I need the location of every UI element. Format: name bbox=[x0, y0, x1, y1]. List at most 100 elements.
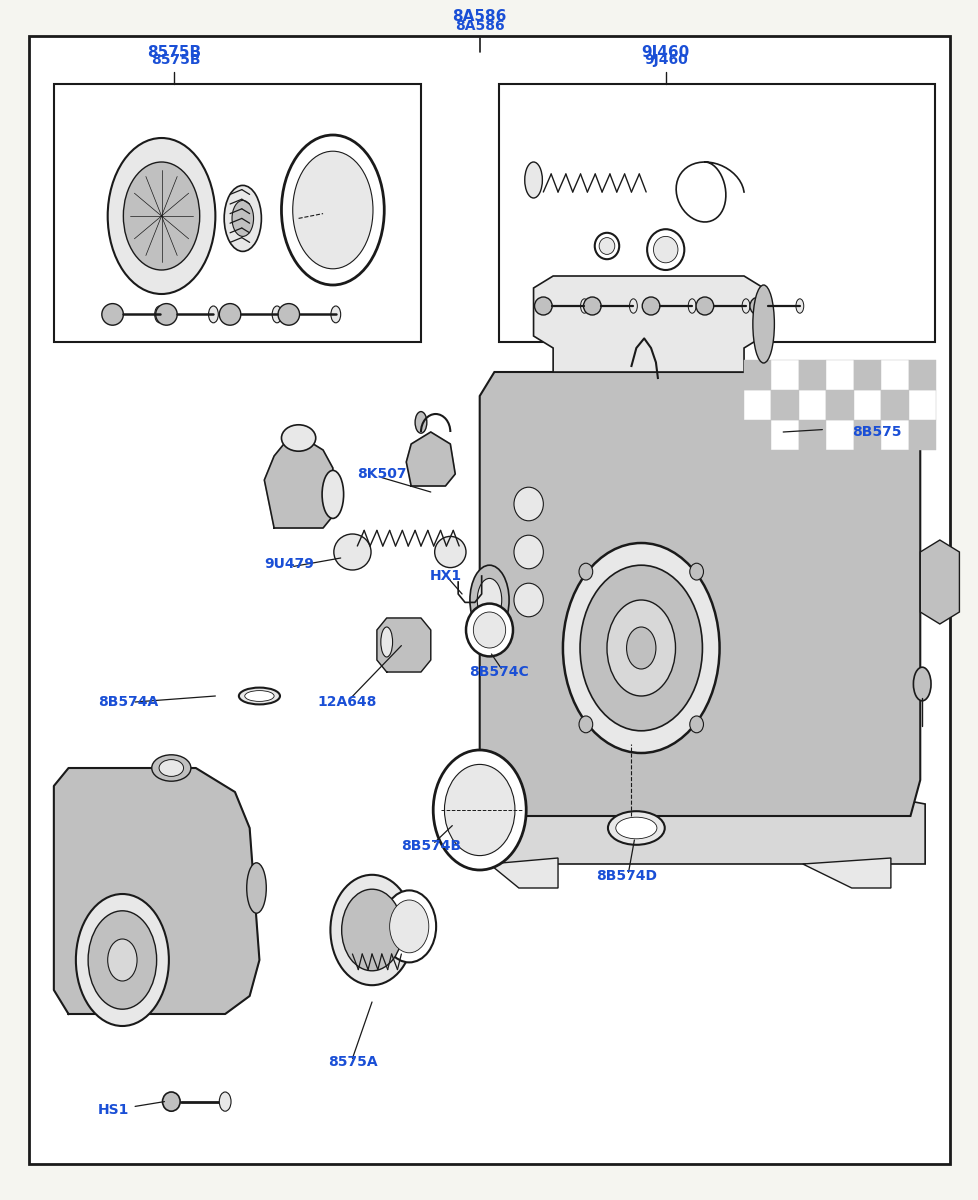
Ellipse shape bbox=[341, 889, 402, 971]
Text: 8A586: 8A586 bbox=[452, 8, 507, 24]
Ellipse shape bbox=[534, 296, 552, 314]
Ellipse shape bbox=[381, 890, 435, 962]
Ellipse shape bbox=[653, 236, 677, 263]
Ellipse shape bbox=[282, 425, 315, 451]
Ellipse shape bbox=[513, 535, 543, 569]
Ellipse shape bbox=[752, 284, 774, 362]
Ellipse shape bbox=[795, 299, 803, 313]
Ellipse shape bbox=[292, 151, 373, 269]
Ellipse shape bbox=[578, 716, 592, 733]
Bar bbox=[825, 360, 853, 390]
Polygon shape bbox=[802, 858, 890, 888]
Polygon shape bbox=[489, 792, 924, 864]
Text: HX1: HX1 bbox=[429, 569, 461, 583]
Ellipse shape bbox=[583, 296, 600, 314]
Bar bbox=[853, 360, 880, 390]
Polygon shape bbox=[264, 438, 333, 528]
Ellipse shape bbox=[123, 162, 200, 270]
Ellipse shape bbox=[912, 667, 930, 701]
Ellipse shape bbox=[594, 233, 618, 259]
Ellipse shape bbox=[208, 306, 218, 323]
Ellipse shape bbox=[615, 817, 656, 839]
Ellipse shape bbox=[239, 688, 280, 704]
Text: 9U479: 9U479 bbox=[264, 557, 313, 571]
Bar bbox=[743, 420, 771, 450]
Ellipse shape bbox=[642, 296, 659, 314]
Ellipse shape bbox=[688, 299, 695, 313]
Bar bbox=[54, 84, 421, 342]
Text: 12A648: 12A648 bbox=[318, 695, 377, 709]
Ellipse shape bbox=[469, 565, 509, 635]
Ellipse shape bbox=[330, 875, 414, 985]
Ellipse shape bbox=[444, 764, 514, 856]
Ellipse shape bbox=[749, 296, 767, 314]
Polygon shape bbox=[54, 768, 259, 1014]
Ellipse shape bbox=[162, 1092, 180, 1111]
Bar bbox=[853, 420, 880, 450]
Ellipse shape bbox=[108, 138, 215, 294]
Ellipse shape bbox=[562, 542, 719, 754]
Bar bbox=[880, 360, 908, 390]
Polygon shape bbox=[406, 432, 455, 486]
Polygon shape bbox=[479, 372, 919, 816]
Ellipse shape bbox=[246, 863, 266, 913]
Bar bbox=[743, 390, 771, 420]
Ellipse shape bbox=[322, 470, 343, 518]
Ellipse shape bbox=[689, 716, 703, 733]
Ellipse shape bbox=[76, 894, 169, 1026]
Ellipse shape bbox=[219, 304, 241, 325]
Ellipse shape bbox=[282, 134, 383, 284]
Bar bbox=[825, 390, 853, 420]
Ellipse shape bbox=[579, 565, 702, 731]
Ellipse shape bbox=[219, 1092, 231, 1111]
Ellipse shape bbox=[580, 299, 588, 313]
Ellipse shape bbox=[244, 691, 274, 701]
Text: 9J460: 9J460 bbox=[641, 44, 689, 60]
Bar bbox=[771, 420, 798, 450]
Text: 8B574B: 8B574B bbox=[400, 839, 461, 853]
Text: 8A586: 8A586 bbox=[455, 19, 504, 34]
Ellipse shape bbox=[626, 626, 655, 670]
Text: car  parts: car parts bbox=[267, 587, 476, 625]
Bar bbox=[908, 420, 935, 450]
Ellipse shape bbox=[629, 299, 637, 313]
Ellipse shape bbox=[380, 626, 392, 658]
Polygon shape bbox=[533, 276, 763, 372]
Ellipse shape bbox=[513, 583, 543, 617]
Bar bbox=[908, 360, 935, 390]
Text: 8B574A: 8B574A bbox=[98, 695, 158, 709]
Ellipse shape bbox=[466, 604, 512, 656]
Text: HS1: HS1 bbox=[98, 1103, 129, 1117]
Ellipse shape bbox=[272, 306, 282, 323]
Ellipse shape bbox=[108, 938, 137, 982]
Ellipse shape bbox=[646, 229, 684, 270]
Ellipse shape bbox=[695, 296, 713, 314]
Bar bbox=[880, 390, 908, 420]
Ellipse shape bbox=[232, 200, 253, 236]
Bar bbox=[499, 84, 934, 342]
Text: 8B574C: 8B574C bbox=[468, 665, 529, 679]
Ellipse shape bbox=[155, 306, 164, 323]
Polygon shape bbox=[489, 858, 557, 888]
Bar bbox=[771, 360, 798, 390]
Bar bbox=[853, 390, 880, 420]
Text: 8K507: 8K507 bbox=[357, 467, 406, 481]
Text: 8B575: 8B575 bbox=[851, 425, 901, 439]
Ellipse shape bbox=[513, 487, 543, 521]
Ellipse shape bbox=[434, 536, 466, 568]
Ellipse shape bbox=[333, 534, 371, 570]
Bar bbox=[908, 390, 935, 420]
Text: 8575A: 8575A bbox=[328, 1055, 377, 1069]
Bar bbox=[825, 420, 853, 450]
Text: 8575B: 8575B bbox=[152, 53, 200, 67]
Bar bbox=[798, 390, 825, 420]
Ellipse shape bbox=[224, 185, 261, 252]
Ellipse shape bbox=[389, 900, 428, 953]
Polygon shape bbox=[377, 618, 430, 672]
Ellipse shape bbox=[741, 299, 749, 313]
Ellipse shape bbox=[102, 304, 123, 325]
Ellipse shape bbox=[607, 811, 664, 845]
Ellipse shape bbox=[599, 238, 614, 254]
Bar bbox=[798, 360, 825, 390]
Text: 8B574D: 8B574D bbox=[596, 869, 656, 883]
